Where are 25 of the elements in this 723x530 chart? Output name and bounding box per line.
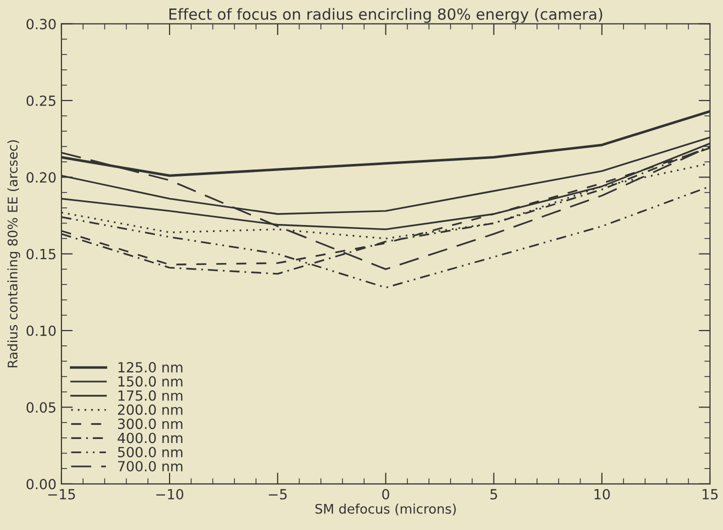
x-tick-label: 0 (382, 488, 390, 500)
x-tick-label: −5 (268, 489, 287, 500)
y-tick-label: 0.20 (26, 172, 56, 183)
legend-label: 150.0 nm (118, 376, 182, 387)
legend-label: 500.0 nm (118, 446, 182, 458)
x-tick-label: 10 (594, 488, 610, 500)
legend-label: 175.0 nm (118, 390, 182, 401)
x-tick-label: −10 (156, 488, 184, 500)
y-tick-label: 0.30 (26, 18, 56, 30)
legend-label: 300.0 nm (118, 418, 182, 430)
y-tick-label: 0.00 (26, 478, 56, 490)
chart-title: Effect of focus on radius encircling 80% energy (camera) (169, 8, 602, 23)
legend-label: 700.0 nm (118, 460, 182, 472)
x-tick-label: 5 (490, 489, 498, 500)
y-tick-label: 0.25 (26, 95, 56, 106)
x-tick-label: 15 (702, 489, 718, 500)
legend-label: 200.0 nm (118, 404, 182, 415)
x-axis-title: SM defocus (microns) (315, 504, 456, 516)
legend-label: 400.0 nm (118, 432, 182, 444)
x-tick-label: −15 (48, 489, 75, 500)
legend-label: 125.0 nm (118, 362, 182, 373)
y-tick-label: 0.15 (26, 248, 56, 260)
y-tick-label: 0.05 (26, 402, 56, 413)
y-axis-title: Radius containing 80% EE (arcsec) (7, 140, 20, 368)
y-tick-label: 0.10 (26, 326, 56, 336)
